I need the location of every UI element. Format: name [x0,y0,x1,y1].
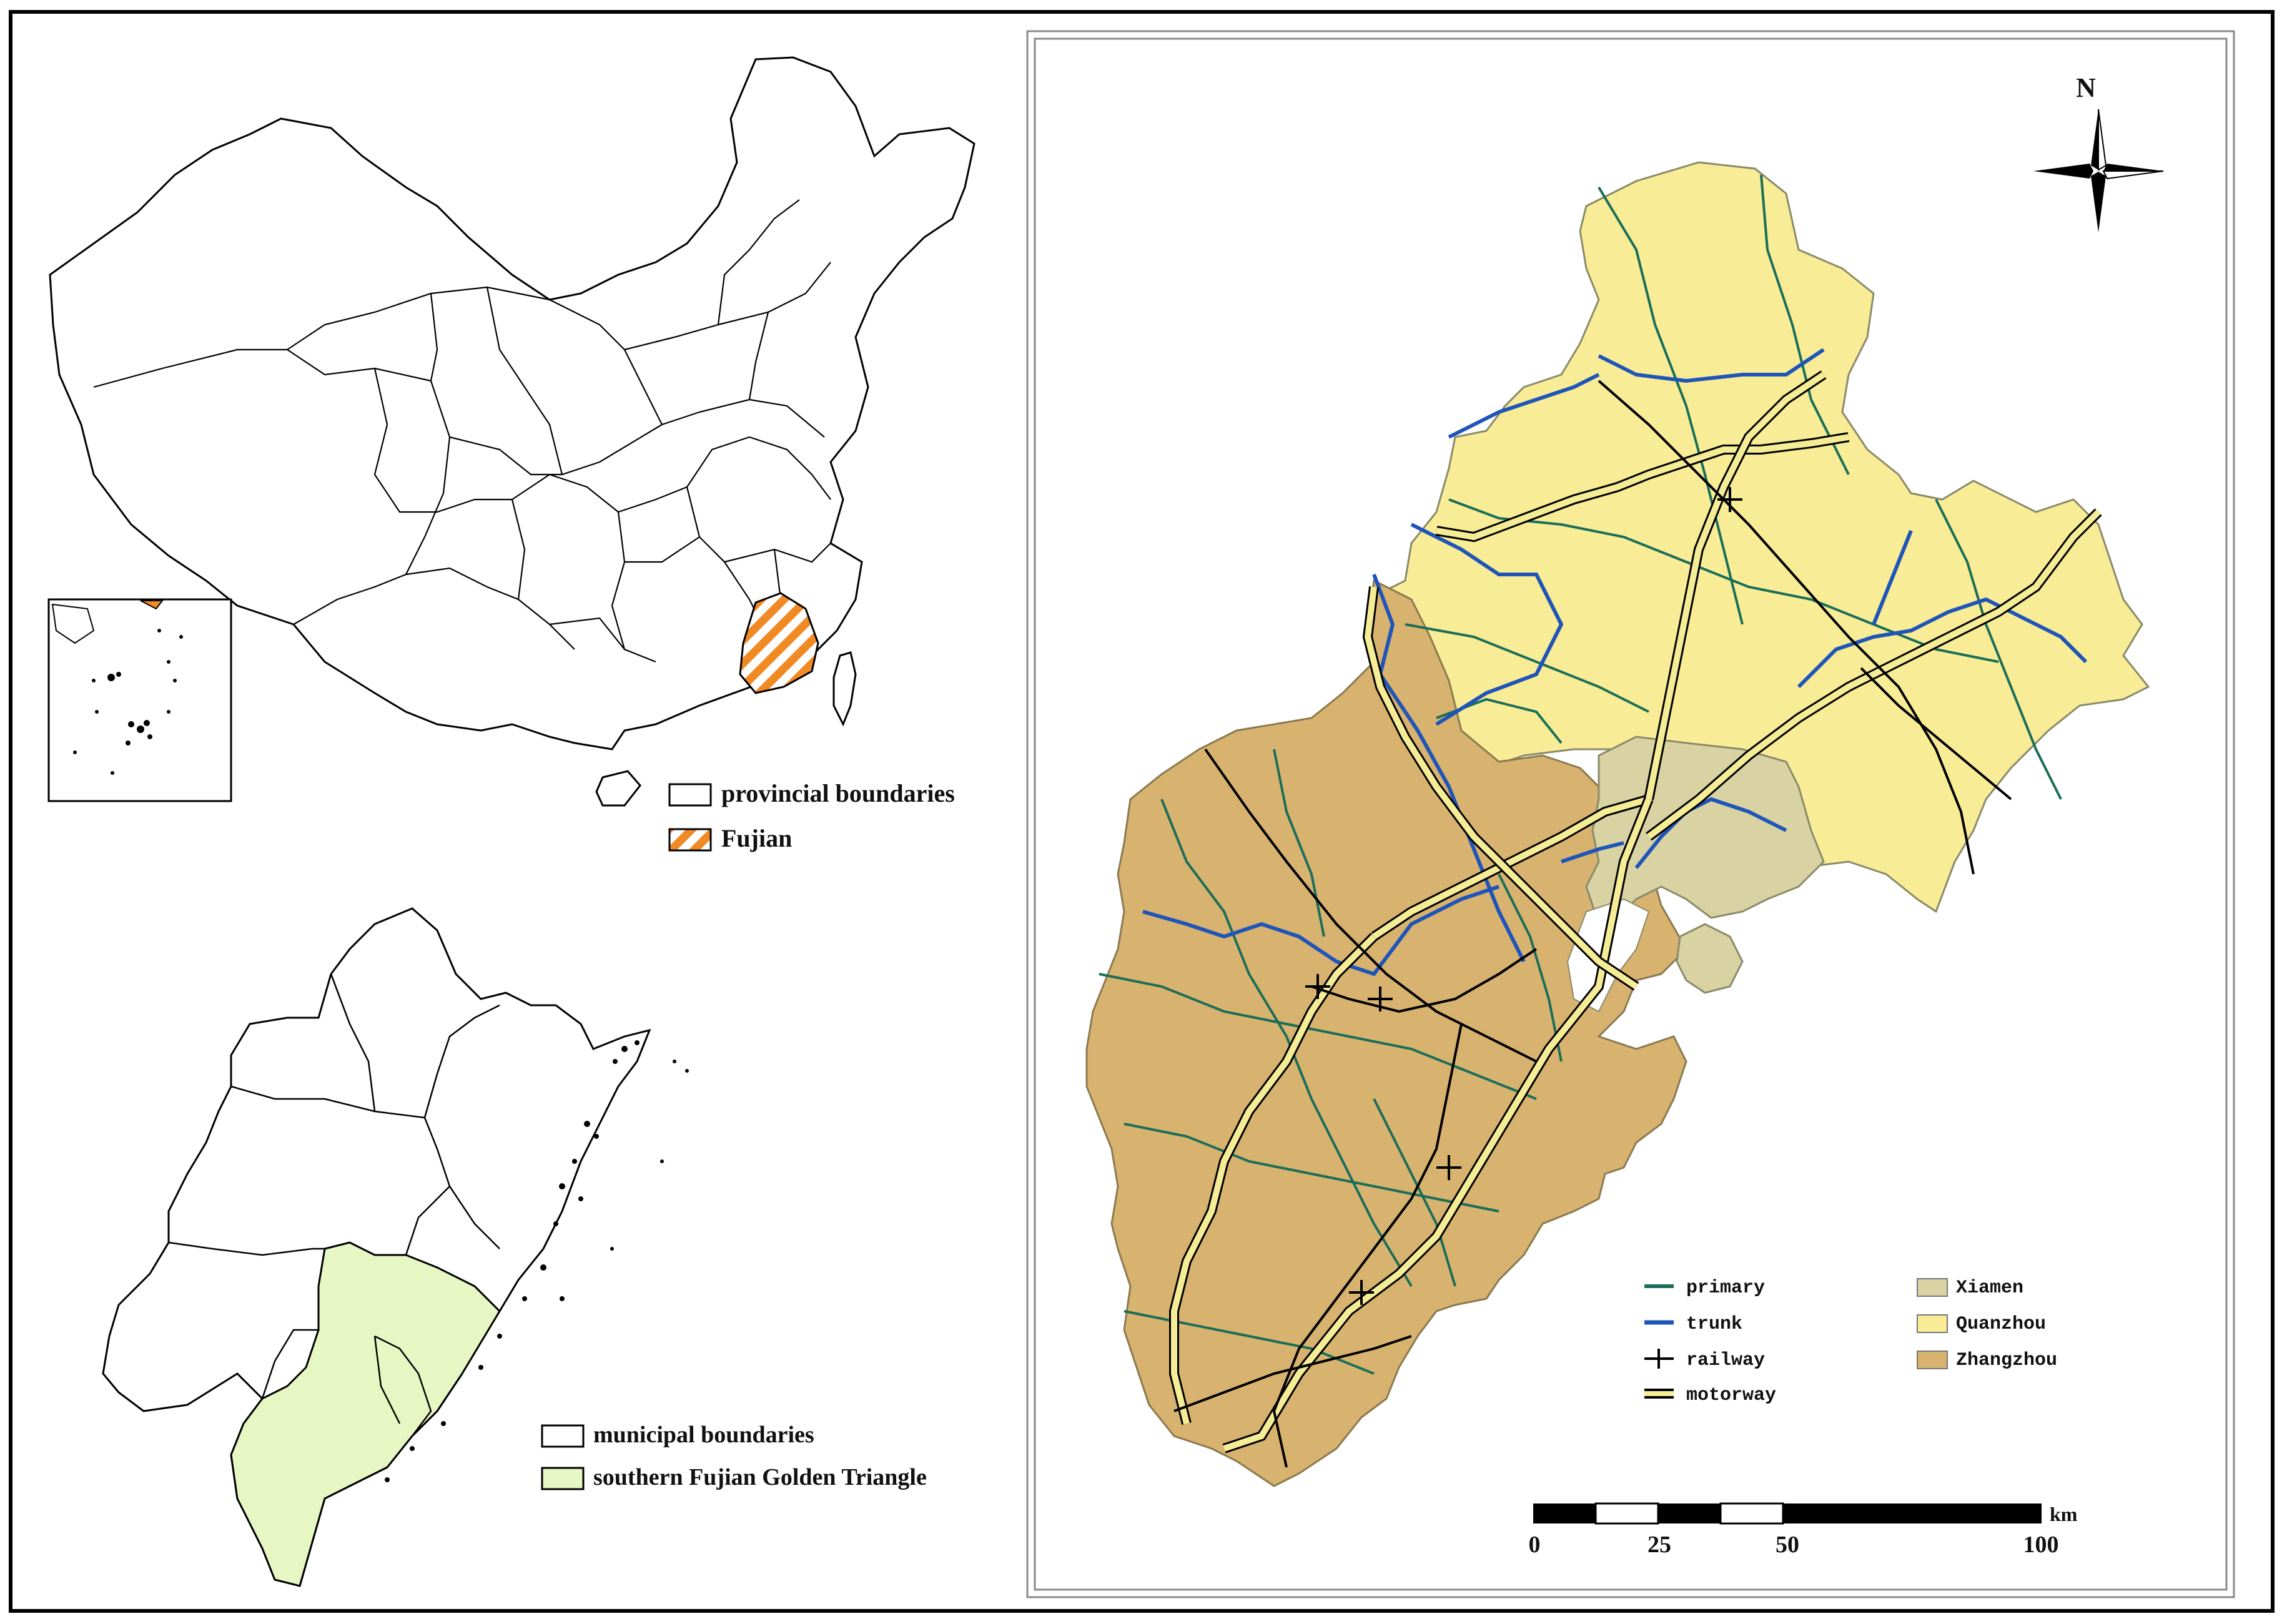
trunk-roads [1142,348,2088,977]
scale-tick-100: 100 [2023,1532,2059,1558]
provincial-boundary-swatch [668,783,712,807]
xiamen-island [1676,923,1744,994]
fujian-map [102,907,689,1587]
municipal-boundary-swatch [541,1424,585,1448]
fujian-legend: municipal boundaries southern Fujian Gol… [541,1422,927,1490]
scale-tick-25: 25 [1647,1532,1671,1558]
hainan-island [595,770,641,807]
scale-tick-50: 50 [1776,1532,1799,1558]
china-outline [49,56,976,750]
golden-triangle-swatch [541,1467,585,1490]
legend-provincial-label: provincial boundaries [721,779,955,807]
legend-zhangzhou-swatch [1917,1351,1948,1369]
region-map-panel [1026,30,2235,1598]
scale-tick-0: 0 [1529,1532,1541,1558]
railways [1173,380,2012,1468]
legend-motorway-label: motorway [1686,1385,1776,1406]
coastal-islands [385,1040,689,1482]
legend-zhangzhou-label: Zhangzhou [1956,1350,2057,1371]
china-map [49,56,976,807]
south-china-sea-inset [47,598,232,802]
legend-trunk-label: trunk [1686,1314,1742,1335]
legend-xiamen-swatch [1917,1278,1948,1297]
figure-frame [9,10,2275,1613]
golden-triangle-region [230,1241,501,1587]
scale-unit: km [2050,1503,2078,1525]
primary-roads [1099,174,2062,1375]
legend-quanzhou-swatch [1917,1314,1948,1333]
fujian-swatch [668,828,712,852]
legend-quanzhou-label: Quanzhou [1956,1314,2046,1335]
north-arrow: N [2033,72,2164,232]
municipal-boundary-lines [168,973,500,1437]
motorways [1169,370,2102,1454]
xiamen-area [1585,736,1825,925]
zhangzhou-area [1085,579,1687,1487]
compass-icon [2033,109,2164,232]
legend-fujian-label: Fujian [721,824,792,852]
taiwan-island [832,651,857,727]
legend-municipal-label: municipal boundaries [593,1422,814,1448]
north-label: N [2076,72,2096,103]
quanzhou-area [1379,161,2150,913]
region-legend: primary trunk railway motorway Xiamen Qu… [1644,1277,2057,1406]
legend-xiamen-label: Xiamen [1956,1277,2023,1299]
scale-bar: km 0 25 50 100 [1529,1502,2078,1558]
china-legend: provincial boundaries Fujian [668,779,955,852]
railway-ticks [1305,487,1742,1305]
fujian-province [739,592,819,694]
legend-railway-label: railway [1686,1350,1765,1371]
legend-golden-triangle-label: southern Fujian Golden Triangle [593,1464,927,1490]
legend-primary-label: primary [1686,1277,1765,1299]
